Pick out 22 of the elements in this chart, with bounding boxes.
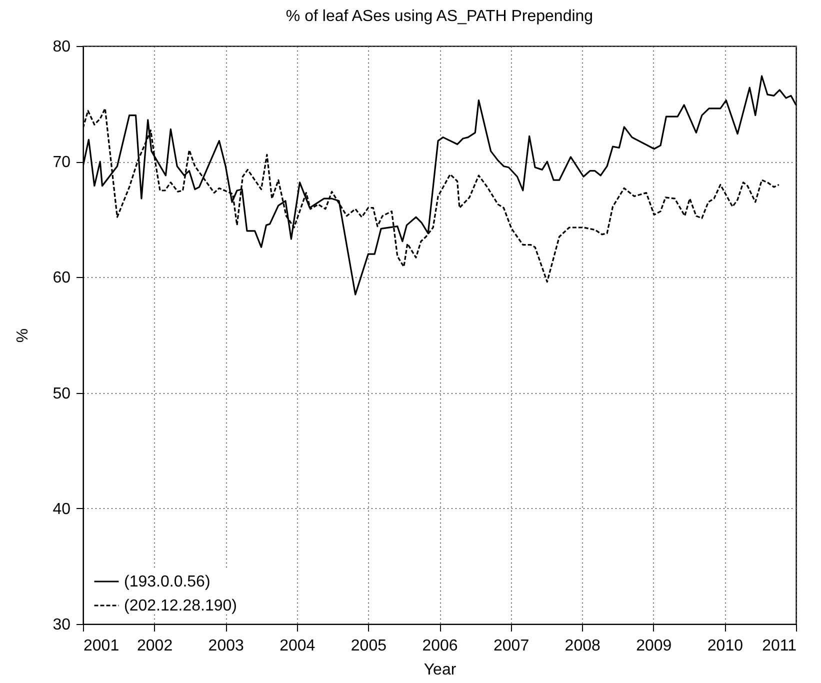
legend-label: (202.12.28.190) bbox=[124, 598, 237, 614]
y-tick-label: 30 bbox=[52, 616, 71, 634]
x-tick-label: 2006 bbox=[422, 638, 458, 654]
x-tick-label: 2003 bbox=[208, 638, 244, 654]
x-tick-label: 2008 bbox=[564, 638, 600, 654]
x-tick-label: 2002 bbox=[137, 638, 173, 654]
y-tick-label: 80 bbox=[52, 38, 71, 56]
x-tick-label: 2009 bbox=[636, 638, 672, 654]
x-tick-label: 2004 bbox=[280, 638, 316, 654]
x-tick-label: 2011 bbox=[762, 638, 797, 654]
x-axis-title: Year bbox=[424, 662, 457, 678]
y-tick-label: 50 bbox=[52, 385, 71, 402]
y-tick-label: 40 bbox=[52, 500, 71, 518]
chart-title: % of leaf ASes using AS_PATH Prepending bbox=[286, 8, 594, 25]
y-tick-label: 60 bbox=[52, 270, 71, 287]
x-tick-label: 2001 bbox=[84, 638, 120, 654]
x-tick-label: 2010 bbox=[707, 638, 744, 654]
y-tick-label: 70 bbox=[52, 154, 71, 172]
legend-label: (193.0.0.56) bbox=[124, 574, 210, 590]
x-tick-label: 2005 bbox=[350, 638, 387, 654]
x-tick-label: 2007 bbox=[494, 638, 530, 654]
y-axis-title: % bbox=[14, 328, 32, 343]
